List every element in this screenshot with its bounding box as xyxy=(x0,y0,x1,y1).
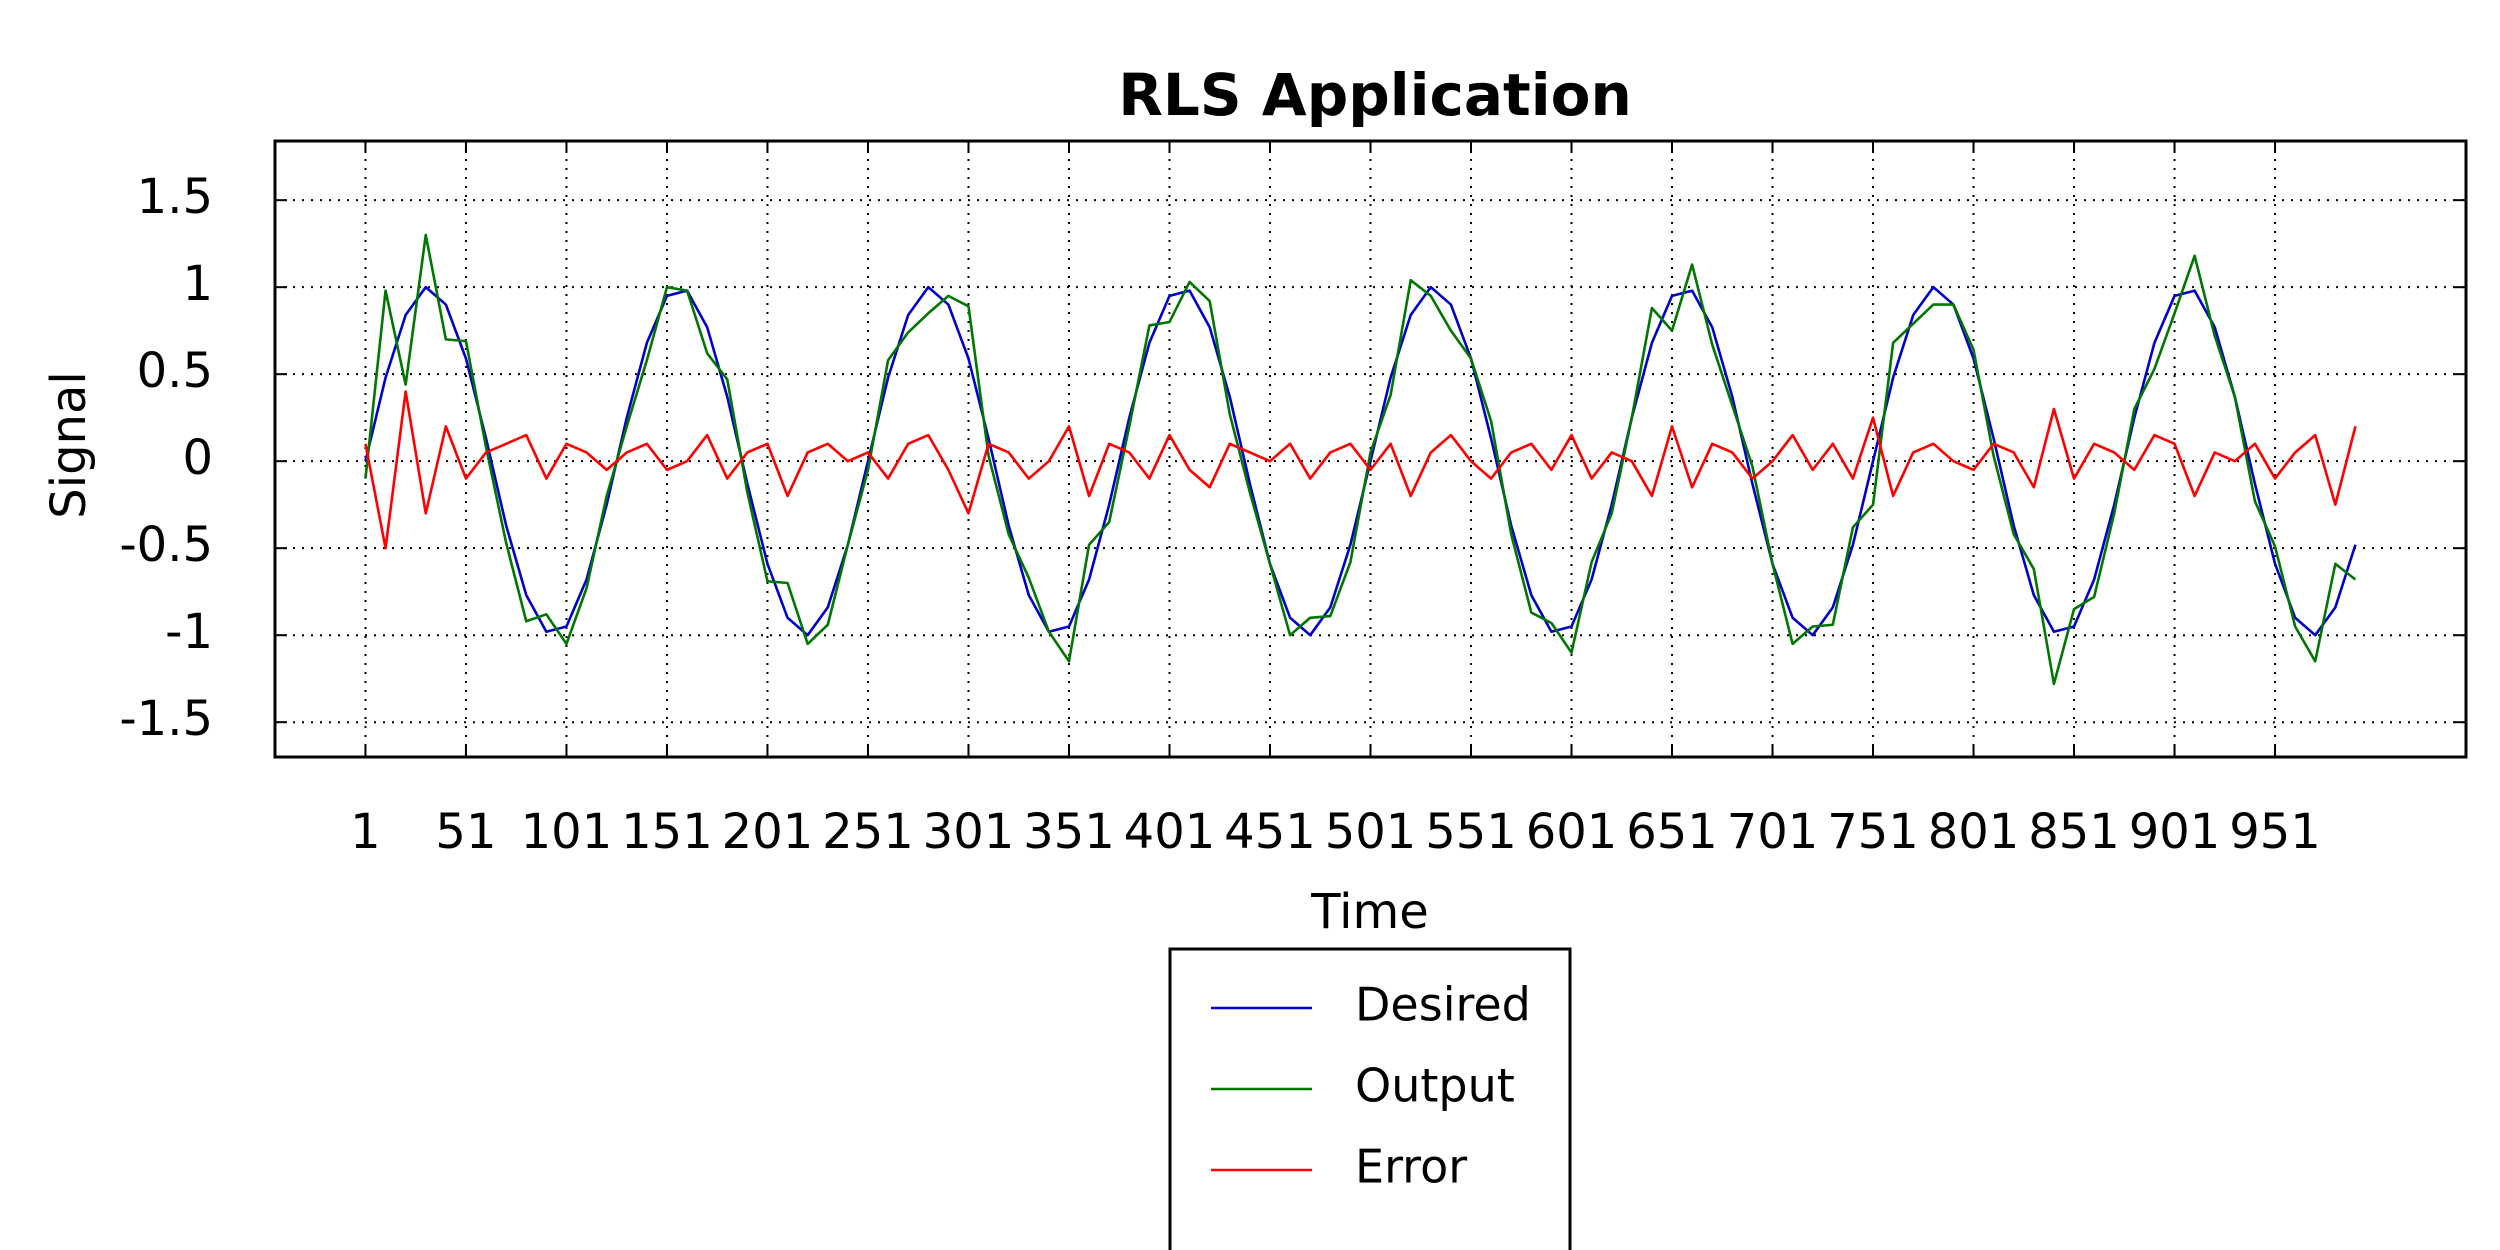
x-tick-label: 1 xyxy=(350,804,381,860)
legend-label: Desired xyxy=(1355,978,1531,1032)
y-axis-label: Signal xyxy=(41,371,97,518)
x-tick-label: 251 xyxy=(822,804,914,860)
y-tick-label: -1.5 xyxy=(119,691,213,747)
x-tick-label: 651 xyxy=(1626,804,1718,860)
x-tick-label: 351 xyxy=(1023,804,1115,860)
legend-label: Output xyxy=(1355,1059,1515,1113)
data-line xyxy=(364,390,2357,550)
y-tick-label: 1.5 xyxy=(137,169,213,225)
x-tick-label: 951 xyxy=(2229,804,2321,860)
chart-title: RLS Application xyxy=(1118,61,1632,129)
x-tick-label: 51 xyxy=(435,804,496,860)
x-tick-label: 851 xyxy=(2028,804,2120,860)
y-tick-label: -1 xyxy=(165,604,213,660)
data-line xyxy=(364,233,2357,686)
x-tick-label: 301 xyxy=(923,804,1015,860)
y-tick-label: -0.5 xyxy=(119,517,213,573)
x-tick-label: 201 xyxy=(722,804,814,860)
x-tick-label: 151 xyxy=(621,804,713,860)
x-tick-label: 451 xyxy=(1224,804,1316,860)
x-tick-label: 401 xyxy=(1124,804,1216,860)
x-tick-label: 501 xyxy=(1325,804,1417,860)
x-tick-label: 901 xyxy=(2129,804,2221,860)
x-tick-label: 101 xyxy=(521,804,613,860)
x-tick-label: 601 xyxy=(1526,804,1618,860)
x-tick-label: 701 xyxy=(1727,804,1819,860)
x-tick-label: 801 xyxy=(1928,804,2020,860)
legend-box xyxy=(1168,947,1572,1250)
y-tick-label: 0 xyxy=(182,430,213,486)
legend-label: Error xyxy=(1355,1140,1467,1194)
x-axis-label: Time xyxy=(1310,884,1428,940)
x-tick-label: 551 xyxy=(1425,804,1517,860)
plot-frame xyxy=(273,139,2468,759)
y-tick-label: 0.5 xyxy=(137,343,213,399)
x-tick-label: 751 xyxy=(1827,804,1919,860)
y-tick-label: 1 xyxy=(182,256,213,312)
